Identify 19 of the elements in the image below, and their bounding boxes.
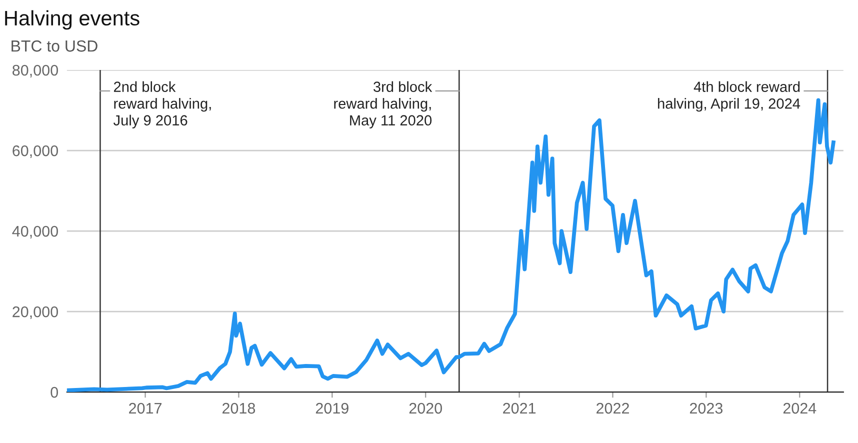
x-tick-label: 2019: [316, 402, 348, 414]
x-tick-label: 2024: [783, 402, 816, 414]
y-tick-label: 0: [50, 386, 58, 398]
y-tick-label: 40,000: [12, 226, 58, 239]
y-tick-label: 20,000: [12, 306, 58, 320]
chart-title: Halving events: [5, 10, 140, 30]
y-tick-label: 80,000: [12, 64, 58, 78]
x-tick-label: 2021: [503, 402, 536, 414]
x-tick-label: 2023: [690, 402, 723, 414]
x-tick-label: 2022: [596, 402, 629, 414]
ref-line-label: 3rd block reward halving, May 11 2020: [334, 81, 432, 128]
line-series: [66, 98, 836, 392]
y-tick-label: 60,000: [12, 145, 58, 158]
x-tick-label: 2020: [409, 402, 442, 414]
x-tick-label: 2018: [222, 402, 256, 414]
chart-subtitle: BTC to USD: [12, 40, 98, 52]
ref-line-label: 2nd block reward halving, July 9 2016: [113, 81, 211, 128]
x-tick-label: 2017: [129, 402, 162, 414]
ref-line-label: 4th block reward halving, April 19, 2024: [658, 81, 800, 112]
